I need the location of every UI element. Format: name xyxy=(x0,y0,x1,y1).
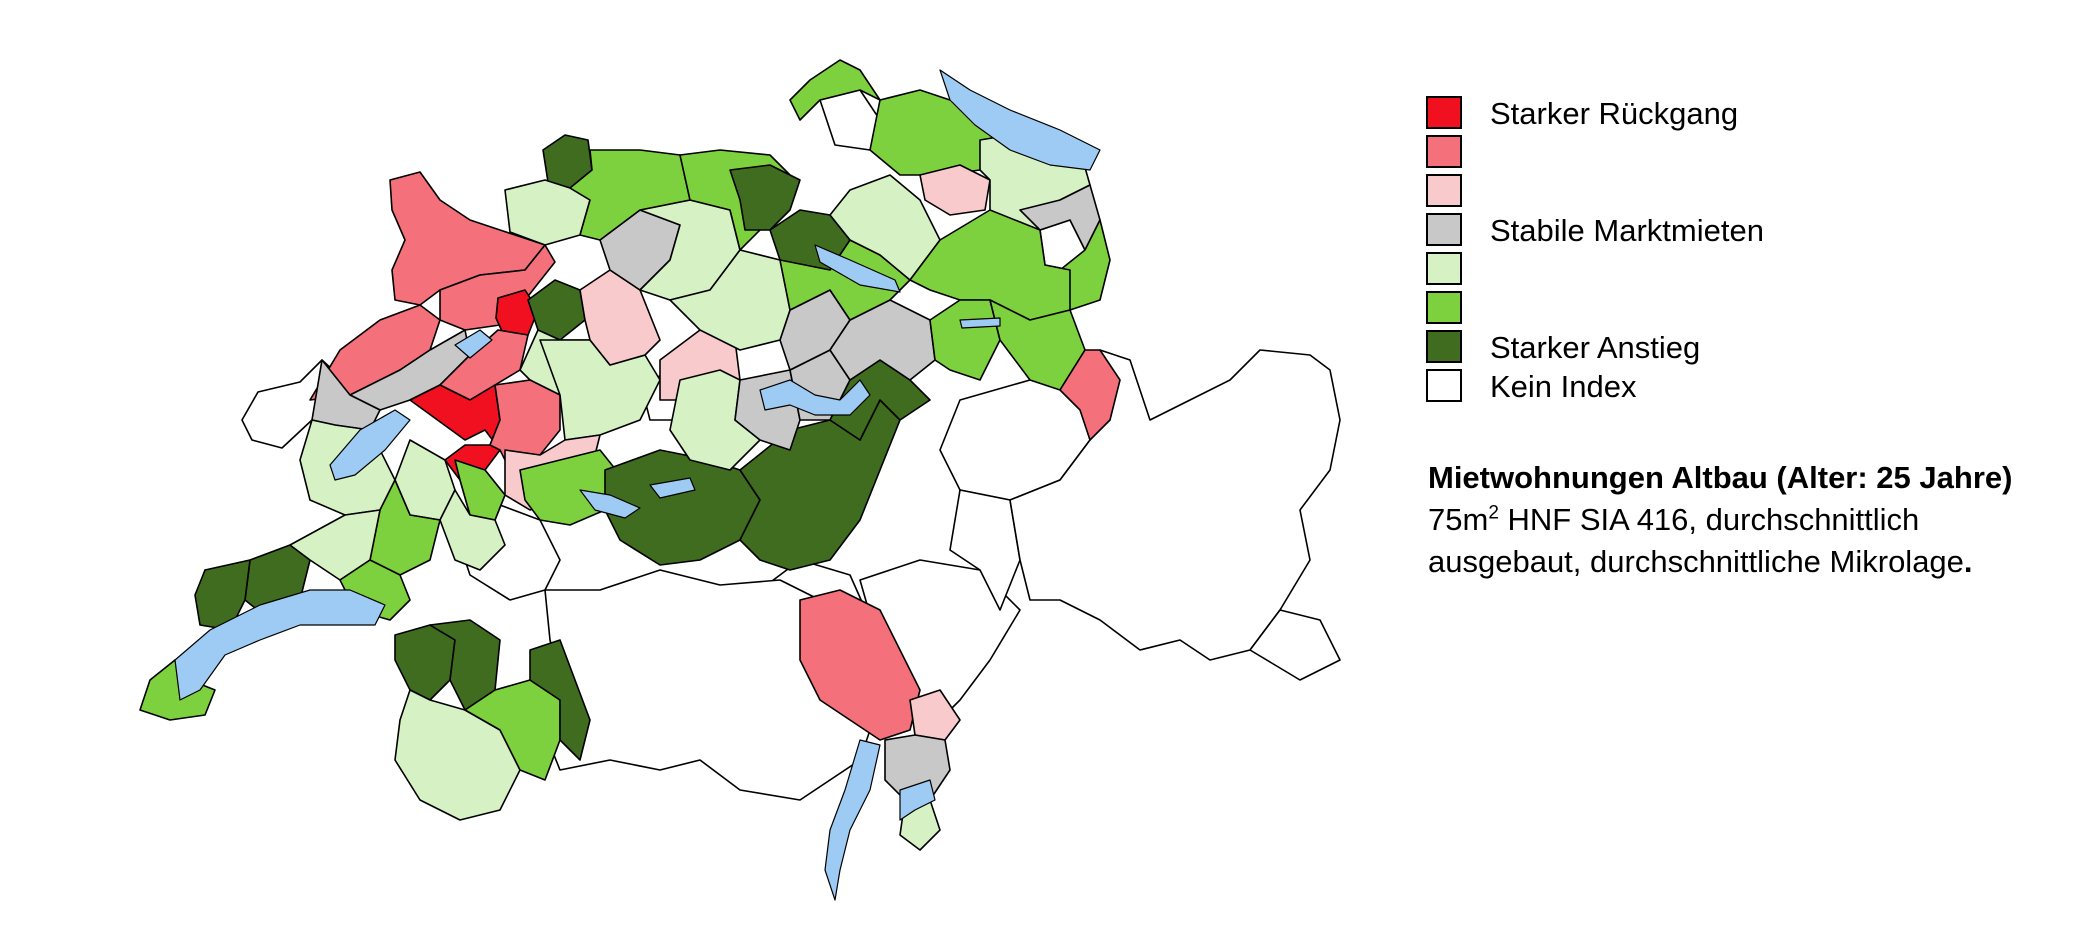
region-baden xyxy=(729,164,801,231)
caption-title: Mietwohnungen Altbau (Alter: 25 Jahre) xyxy=(1428,460,2013,495)
region-bellinzona xyxy=(909,689,961,741)
switzerland-rent-map xyxy=(139,59,1341,901)
region-entremont xyxy=(394,689,521,821)
lake-thun xyxy=(579,489,641,519)
caption-line-1-prefix: 75m xyxy=(1428,502,1489,537)
region-schaffhausen xyxy=(789,59,881,121)
caption-line-2-end: . xyxy=(1963,544,1973,579)
lake-zurich xyxy=(814,244,901,293)
lake-walen xyxy=(959,317,1001,329)
region-sierre xyxy=(529,639,591,761)
legend-swatch xyxy=(1426,135,1462,168)
legend-swatch xyxy=(1426,330,1462,363)
lake-biel xyxy=(454,329,493,359)
lake-brienz xyxy=(649,477,696,499)
lake-constance xyxy=(939,69,1101,171)
region-zuerich-oberland xyxy=(779,239,911,321)
caption-line-1-suffix: HNF SIA 416, durchschnittlich xyxy=(1498,502,1920,537)
region-jura-bernois xyxy=(439,244,556,331)
lake-maggiore xyxy=(824,739,881,901)
lake-lugano xyxy=(899,779,936,821)
region-fricktal xyxy=(569,149,691,241)
region-monthey xyxy=(394,624,456,701)
region-solothurn xyxy=(527,279,586,341)
legend-swatch xyxy=(1426,291,1462,324)
caption-line-1: 75m2 HNF SIA 416, durchschnittlich xyxy=(1428,499,2012,541)
region-locarno xyxy=(799,589,921,741)
lake-lucerne xyxy=(759,379,871,416)
legend-label: Starker Anstieg xyxy=(1490,330,1701,365)
legend-swatch xyxy=(1426,369,1462,402)
legend-swatch xyxy=(1426,213,1462,246)
legend-label: Stabile Marktmieten xyxy=(1490,213,1764,248)
lake-geneva xyxy=(174,589,386,701)
region-engadin xyxy=(1249,609,1341,681)
legend-swatch xyxy=(1426,174,1462,207)
region-frauenfeld xyxy=(919,164,991,216)
legend-swatch xyxy=(1426,252,1462,285)
caption-line-2: ausgebaut, durchschnittliche Mikrolage. xyxy=(1428,541,2012,583)
caption-line-2-text: ausgebaut, durchschnittliche Mikrolage xyxy=(1428,544,1964,579)
region-glarus xyxy=(929,299,1001,381)
region-lugano xyxy=(884,734,951,801)
map-caption: Mietwohnungen Altbau (Alter: 25 Jahre) 7… xyxy=(1428,457,2012,583)
legend-label: Kein Index xyxy=(1490,369,1637,404)
region-chur xyxy=(1059,349,1121,441)
legend-label: Starker Rückgang xyxy=(1490,96,1739,131)
region-schwyz xyxy=(829,299,936,381)
lakes xyxy=(174,69,1101,901)
caption-line-1-sup: 2 xyxy=(1488,502,1499,524)
lake-neuchatel xyxy=(329,409,411,481)
region-gruyere xyxy=(439,489,506,571)
legend-swatch xyxy=(1426,96,1462,129)
